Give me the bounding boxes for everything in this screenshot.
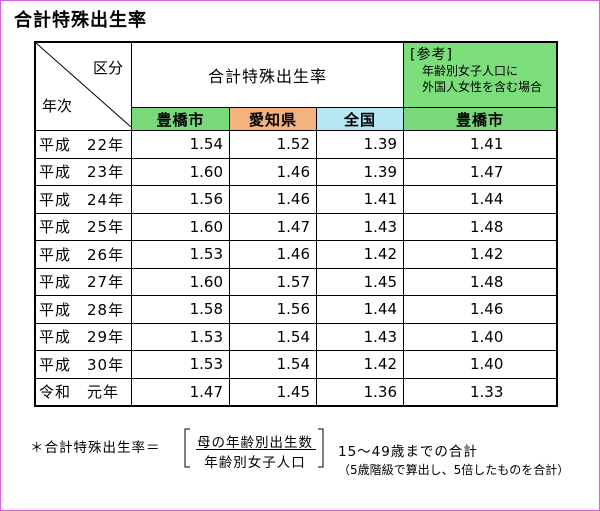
cell-toyohashi: 1.53 — [131, 322, 230, 351]
cell-toyohashi: 1.47 — [131, 377, 230, 407]
cell-reference: 1.44 — [403, 185, 558, 214]
cell-aichi: 1.54 — [229, 350, 317, 379]
cell-toyohashi: 1.53 — [131, 350, 230, 379]
formula-age-range: 15～49歳までの合計 — [338, 444, 478, 460]
cell-reference: 1.47 — [403, 157, 558, 186]
cell-aichi: 1.46 — [229, 240, 317, 269]
table-corner-header: 区分 年次 — [34, 41, 132, 131]
formula-numerator: 母の年齢別出生数 — [197, 435, 313, 451]
cell-toyohashi: 1.58 — [131, 295, 230, 324]
bracket-icon — [184, 428, 324, 468]
cell-japan: 1.45 — [316, 267, 404, 296]
table-row: 平成 24年 1.56 1.46 1.41 1.44 — [34, 185, 558, 214]
row-year: 令和 元年 — [34, 377, 132, 407]
fraction-bar — [196, 449, 316, 450]
cell-toyohashi: 1.60 — [131, 267, 230, 296]
cell-toyohashi: 1.56 — [131, 185, 230, 214]
cell-reference: 1.42 — [403, 240, 558, 269]
table-row: 平成 28年 1.58 1.56 1.44 1.46 — [34, 295, 558, 324]
cell-aichi: 1.57 — [229, 267, 317, 296]
table-row: 平成 23年 1.60 1.46 1.39 1.47 — [34, 157, 558, 186]
cell-toyohashi: 1.60 — [131, 157, 230, 186]
table-body: 平成 22年 1.54 1.52 1.39 1.41 平成 23年 1.60 1… — [34, 130, 558, 407]
table-row: 平成 26年 1.53 1.46 1.42 1.42 — [34, 240, 558, 269]
reference-header: [参考] 年齢別女子人口に 外国人女性を含む場合 — [403, 41, 558, 108]
formula-method-note: （5歳階級で算出し、5倍したものを合計） — [338, 463, 570, 477]
cell-reference: 1.40 — [403, 322, 558, 351]
column-header-japan: 全国 — [316, 107, 404, 131]
formula-footnote: ＊合計特殊出生率＝ 母の年齢別出生数 年齢別女子人口 15～49歳までの合計 （… — [30, 425, 590, 495]
cell-japan: 1.36 — [316, 377, 404, 407]
cell-japan: 1.39 — [316, 130, 404, 159]
cell-reference: 1.48 — [403, 212, 558, 241]
cell-reference: 1.33 — [403, 377, 558, 407]
cell-toyohashi: 1.53 — [131, 240, 230, 269]
cell-japan: 1.43 — [316, 322, 404, 351]
group-header-fertility-rate: 合計特殊出生率 — [131, 41, 404, 108]
cell-japan: 1.43 — [316, 212, 404, 241]
row-year: 平成 24年 — [34, 185, 132, 214]
row-year: 平成 25年 — [34, 212, 132, 241]
cell-toyohashi: 1.60 — [131, 212, 230, 241]
cell-japan: 1.41 — [316, 185, 404, 214]
reference-note-line1: 年齢別女子人口に — [422, 64, 519, 78]
cell-aichi: 1.46 — [229, 185, 317, 214]
reference-note-line2: 外国人女性を含む場合 — [422, 80, 543, 94]
corner-category-label: 区分 — [92, 59, 123, 77]
page-title: 合計特殊出生率 — [14, 10, 147, 31]
cell-aichi: 1.46 — [229, 157, 317, 186]
cell-reference: 1.41 — [403, 130, 558, 159]
cell-japan: 1.39 — [316, 157, 404, 186]
table-row: 平成 22年 1.54 1.52 1.39 1.41 — [34, 130, 558, 159]
cell-reference: 1.46 — [403, 295, 558, 324]
column-header-reference-toyohashi: 豊橋市 — [403, 107, 558, 131]
row-year: 平成 28年 — [34, 295, 132, 324]
formula-lhs: ＊合計特殊出生率＝ — [30, 440, 161, 456]
table-row: 平成 25年 1.60 1.47 1.43 1.48 — [34, 212, 558, 241]
cell-aichi: 1.45 — [229, 377, 317, 407]
row-year: 平成 30年 — [34, 350, 132, 379]
table-row: 平成 30年 1.53 1.54 1.42 1.40 — [34, 350, 558, 379]
row-year: 平成 29年 — [34, 322, 132, 351]
cell-japan: 1.42 — [316, 240, 404, 269]
diagonal-divider — [36, 43, 131, 127]
cell-aichi: 1.56 — [229, 295, 317, 324]
formula-denominator: 年齢別女子人口 — [204, 455, 306, 471]
row-year: 平成 23年 — [34, 157, 132, 186]
formula-fraction: 母の年齢別出生数 年齢別女子人口 — [182, 428, 326, 471]
table-row: 平成 27年 1.60 1.57 1.45 1.48 — [34, 267, 558, 296]
cell-japan: 1.44 — [316, 295, 404, 324]
cell-aichi: 1.54 — [229, 322, 317, 351]
row-year: 平成 27年 — [34, 267, 132, 296]
cell-toyohashi: 1.54 — [131, 130, 230, 159]
cell-japan: 1.42 — [316, 350, 404, 379]
row-year: 平成 22年 — [34, 130, 132, 159]
table-row: 平成 29年 1.53 1.54 1.43 1.40 — [34, 322, 558, 351]
reference-label: [参考] — [410, 47, 453, 63]
cell-reference: 1.40 — [403, 350, 558, 379]
fertility-rate-table: 区分 年次 合計特殊出生率 [参考] 年齢別女子人口に 外国人女性を含む場合 豊… — [34, 41, 558, 407]
column-header-toyohashi: 豊橋市 — [131, 107, 230, 131]
cell-aichi: 1.52 — [229, 130, 317, 159]
corner-year-label: 年次 — [42, 97, 73, 115]
table-row: 令和 元年 1.47 1.45 1.36 1.33 — [34, 377, 558, 407]
row-year: 平成 26年 — [34, 240, 132, 269]
cell-reference: 1.48 — [403, 267, 558, 296]
cell-aichi: 1.47 — [229, 212, 317, 241]
column-header-aichi: 愛知県 — [229, 107, 317, 131]
